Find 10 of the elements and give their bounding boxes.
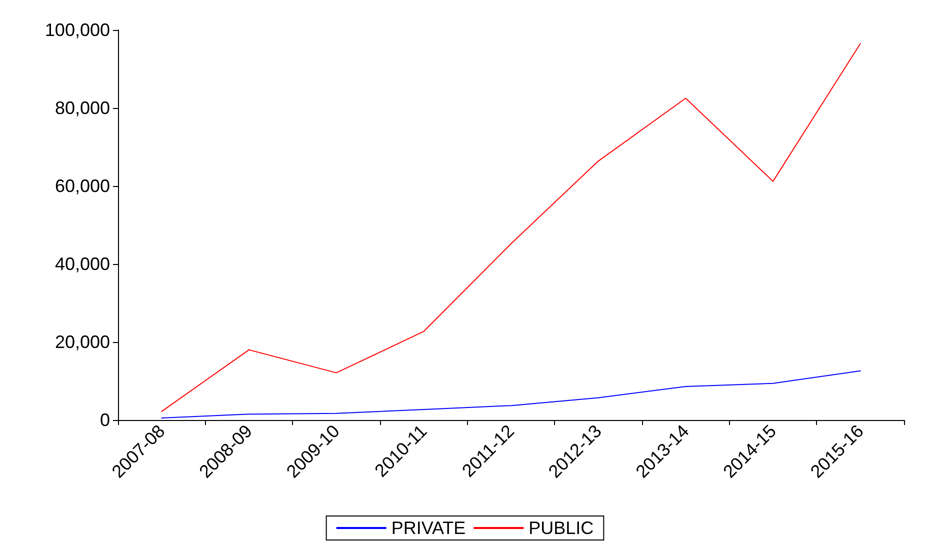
y-tick-label: 100,000 [44,20,110,40]
line-series [161,370,861,419]
y-tick-label: 80,000 [54,98,110,118]
y-tick-label: 20,000 [54,332,110,352]
legend-label: PUBLIC [528,518,594,538]
y-tick-label: 40,000 [54,254,110,274]
line-series [161,43,861,412]
legend-label: PRIVATE [391,518,466,538]
y-tick-label: 60,000 [54,176,110,196]
y-tick-label: 0 [100,410,110,430]
